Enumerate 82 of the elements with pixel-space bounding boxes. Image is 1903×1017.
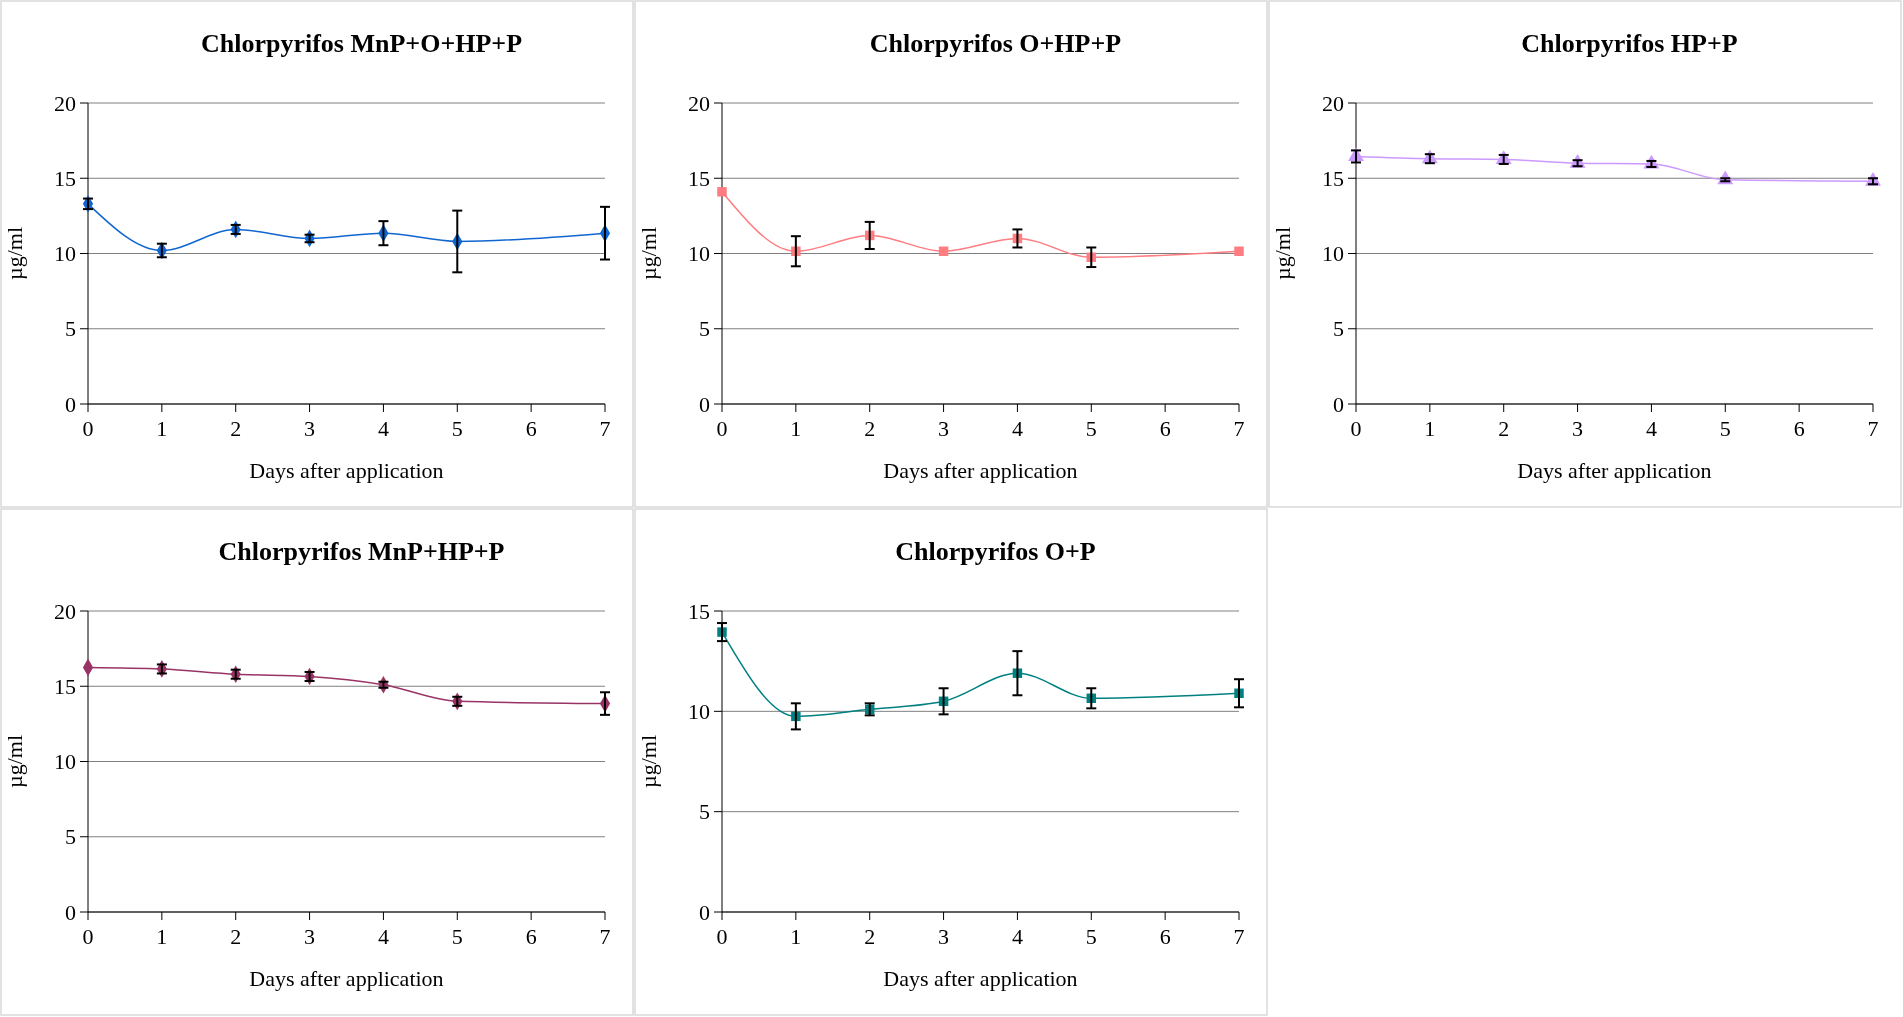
y-axis-title: µg/ml [2, 226, 27, 281]
point [1234, 246, 1244, 256]
y-axis-title: µg/ml [1270, 226, 1295, 281]
y-tick-label: 5 [699, 316, 710, 342]
y-axis-title: µg/ml [636, 226, 661, 281]
y-tick-label: 15 [54, 673, 76, 699]
x-tick-label: 5 [451, 416, 463, 441]
point [938, 246, 949, 256]
x-tick-label: 6 [525, 416, 537, 441]
y-tick-label: 10 [688, 699, 710, 725]
y-axis-title: µg/ml [2, 734, 27, 789]
y-tick-label: 20 [1322, 90, 1344, 116]
chart-title: Chlorpyrifos MnP+O+HP+P [200, 29, 523, 58]
x-tick-label: 0 [716, 416, 728, 441]
x-tick-label: 4 [377, 924, 389, 949]
x-tick-label: 3 [938, 416, 950, 441]
x-tick-label: 6 [1159, 416, 1171, 441]
y-tick-label: 15 [688, 165, 710, 191]
y-tick-label: 10 [54, 749, 76, 775]
x-tick-label: 7 [599, 924, 611, 949]
y-tick-label: 5 [65, 824, 76, 850]
x-tick-label: 4 [1011, 416, 1023, 441]
y-tick-label: 10 [1322, 241, 1344, 267]
x-tick-label: 4 [1645, 416, 1657, 441]
y-tick-label: 0 [65, 899, 76, 925]
x-tick-label: 4 [1011, 924, 1023, 949]
x-tick-label: 7 [1233, 924, 1245, 949]
x-tick-label: 3 [1572, 416, 1584, 441]
chart-title: Chlorpyrifos MnP+HP+P [218, 537, 505, 566]
point [717, 187, 727, 197]
y-tick-label: 0 [1333, 391, 1344, 417]
y-tick-label: 5 [65, 316, 76, 342]
x-tick-label: 0 [716, 924, 728, 949]
chart-title: Chlorpyrifos O+P [895, 537, 1096, 566]
x-tick-label: 4 [377, 416, 389, 441]
x-axis-title: Days after application [883, 458, 1078, 483]
x-tick-label: 5 [451, 924, 463, 949]
x-tick-label: 5 [1085, 416, 1097, 441]
y-tick-label: 15 [1322, 165, 1344, 191]
y-tick-label: 5 [699, 799, 710, 825]
y-axis-title: µg/ml [636, 734, 661, 789]
y-tick-label: 0 [699, 391, 710, 417]
x-tick-label: 6 [1159, 924, 1171, 949]
x-tick-label: 2 [230, 924, 242, 949]
x-axis-title: Days after application [883, 966, 1078, 991]
y-tick-label: 10 [688, 241, 710, 267]
x-tick-label: 2 [1498, 416, 1510, 441]
y-tick-label: 20 [54, 90, 76, 116]
x-tick-label: 0 [1350, 416, 1362, 441]
chart-title: Chlorpyrifos O+HP+P [869, 29, 1122, 58]
x-tick-label: 7 [1867, 416, 1879, 441]
x-tick-label: 7 [599, 416, 611, 441]
x-tick-label: 2 [864, 924, 876, 949]
x-tick-label: 1 [790, 924, 802, 949]
y-tick-label: 20 [54, 598, 76, 624]
y-tick-label: 20 [688, 90, 710, 116]
y-tick-label: 5 [1333, 316, 1344, 342]
x-tick-label: 6 [1793, 416, 1805, 441]
x-axis-title: Days after application [249, 458, 444, 483]
y-tick-label: 15 [54, 165, 76, 191]
x-tick-label: 1 [1424, 416, 1436, 441]
x-tick-label: 2 [864, 416, 876, 441]
x-tick-label: 6 [525, 924, 537, 949]
x-tick-label: 0 [82, 924, 94, 949]
y-tick-label: 10 [54, 241, 76, 267]
x-tick-label: 3 [304, 416, 316, 441]
x-tick-label: 2 [230, 416, 242, 441]
x-tick-label: 1 [156, 416, 168, 441]
x-tick-label: 0 [82, 416, 94, 441]
x-tick-label: 5 [1085, 924, 1097, 949]
x-tick-label: 1 [790, 416, 802, 441]
x-tick-label: 7 [1233, 416, 1245, 441]
chart-title: Chlorpyrifos HP+P [1521, 29, 1738, 58]
x-axis-title: Days after application [249, 966, 444, 991]
x-tick-label: 1 [156, 924, 168, 949]
x-axis-title: Days after application [1517, 458, 1712, 483]
y-tick-label: 0 [65, 391, 76, 417]
x-tick-label: 5 [1719, 416, 1731, 441]
x-tick-label: 3 [304, 924, 316, 949]
y-tick-label: 15 [688, 598, 710, 624]
y-tick-label: 0 [699, 899, 710, 925]
x-tick-label: 3 [938, 924, 950, 949]
